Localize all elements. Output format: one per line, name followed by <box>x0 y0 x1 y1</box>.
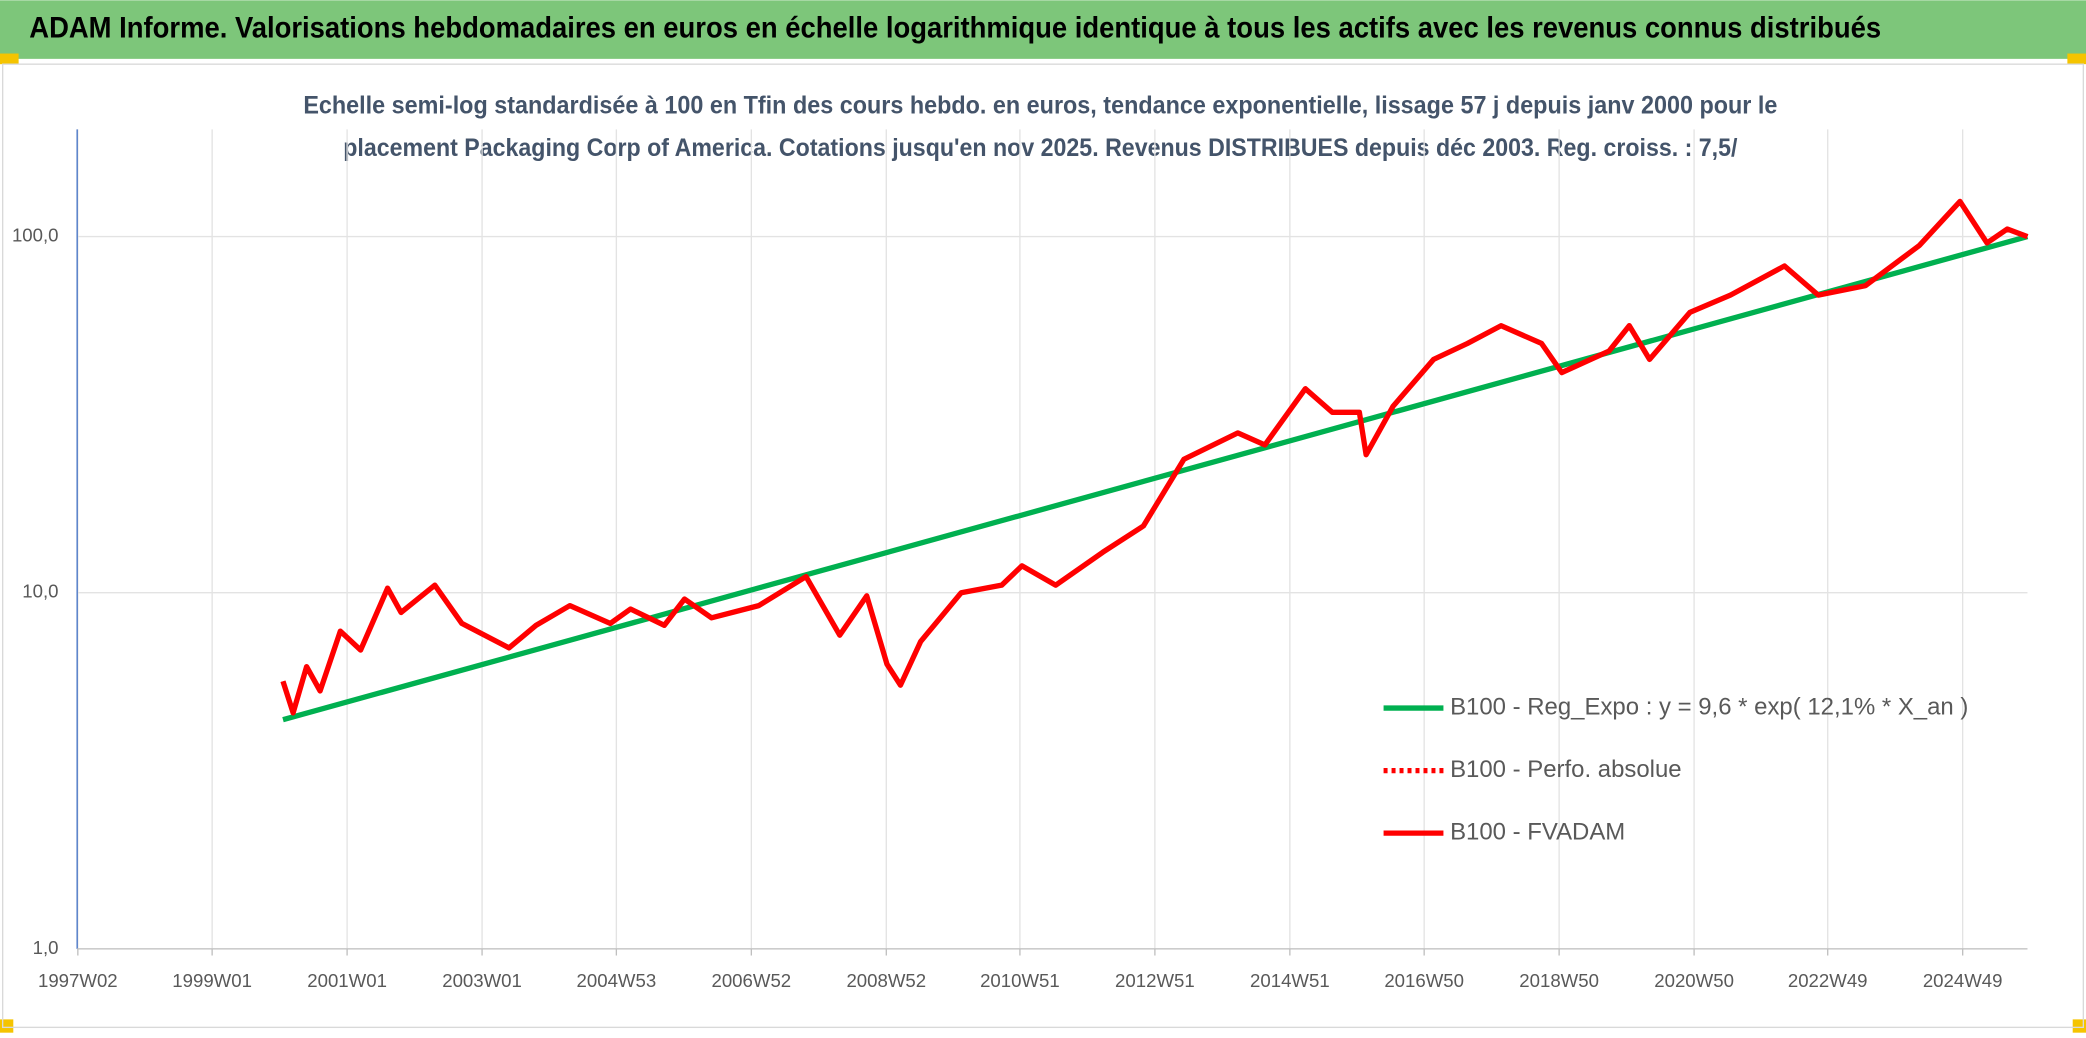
x-tick-label: 2003W01 <box>442 970 522 991</box>
x-tick-label: 2014W51 <box>1250 970 1330 991</box>
y-tick-label: 1,0 <box>33 937 59 958</box>
x-tick-label: 2020W50 <box>1654 970 1734 991</box>
x-tick-label: 2016W50 <box>1384 970 1464 991</box>
x-tick-label: 1997W02 <box>38 970 118 991</box>
chart-subtitle: placement Packaging Corp of America. Cot… <box>343 134 1737 162</box>
x-tick-label: 2006W52 <box>711 970 791 991</box>
x-tick-label: 2001W01 <box>307 970 387 991</box>
x-tick-label: 2024W49 <box>1923 970 2003 991</box>
x-tick-label: 2018W50 <box>1519 970 1599 991</box>
chart-border <box>1 63 2085 1029</box>
x-tick-label: 2010W51 <box>980 970 1060 991</box>
series-line <box>280 198 2029 716</box>
legend-label: B100 - Perfo. absolue <box>1450 756 1682 783</box>
legend-label: B100 - FVADAM <box>1450 818 1625 845</box>
x-tick-label: 2008W52 <box>846 970 926 991</box>
y-tick-label: 100,0 <box>12 224 59 245</box>
x-tick-label: 2022W49 <box>1788 970 1868 991</box>
x-tick-label: 2004W53 <box>577 970 657 991</box>
plot: 1997W02 1999W01 2001W01 2003W01 2004W53 2006W… <box>12 129 2029 991</box>
header-title: ADAM Informe. Valorisations hebdomadaire… <box>29 12 1881 44</box>
legend-label: B100 - Reg_Expo : y = 9,6 * exp( 12,1% *… <box>1450 693 1968 720</box>
corner-mark <box>0 53 19 65</box>
series-line <box>282 234 2029 723</box>
y-tick-label: 10,0 <box>22 581 58 602</box>
chart-subtitle: Echelle semi-log standardisée à 100 en T… <box>303 91 1777 119</box>
x-tick-label: 1999W01 <box>172 970 252 991</box>
x-tick-label: 2012W51 <box>1115 970 1195 991</box>
corner-mark <box>2067 53 2086 65</box>
header-bar <box>0 0 2086 59</box>
